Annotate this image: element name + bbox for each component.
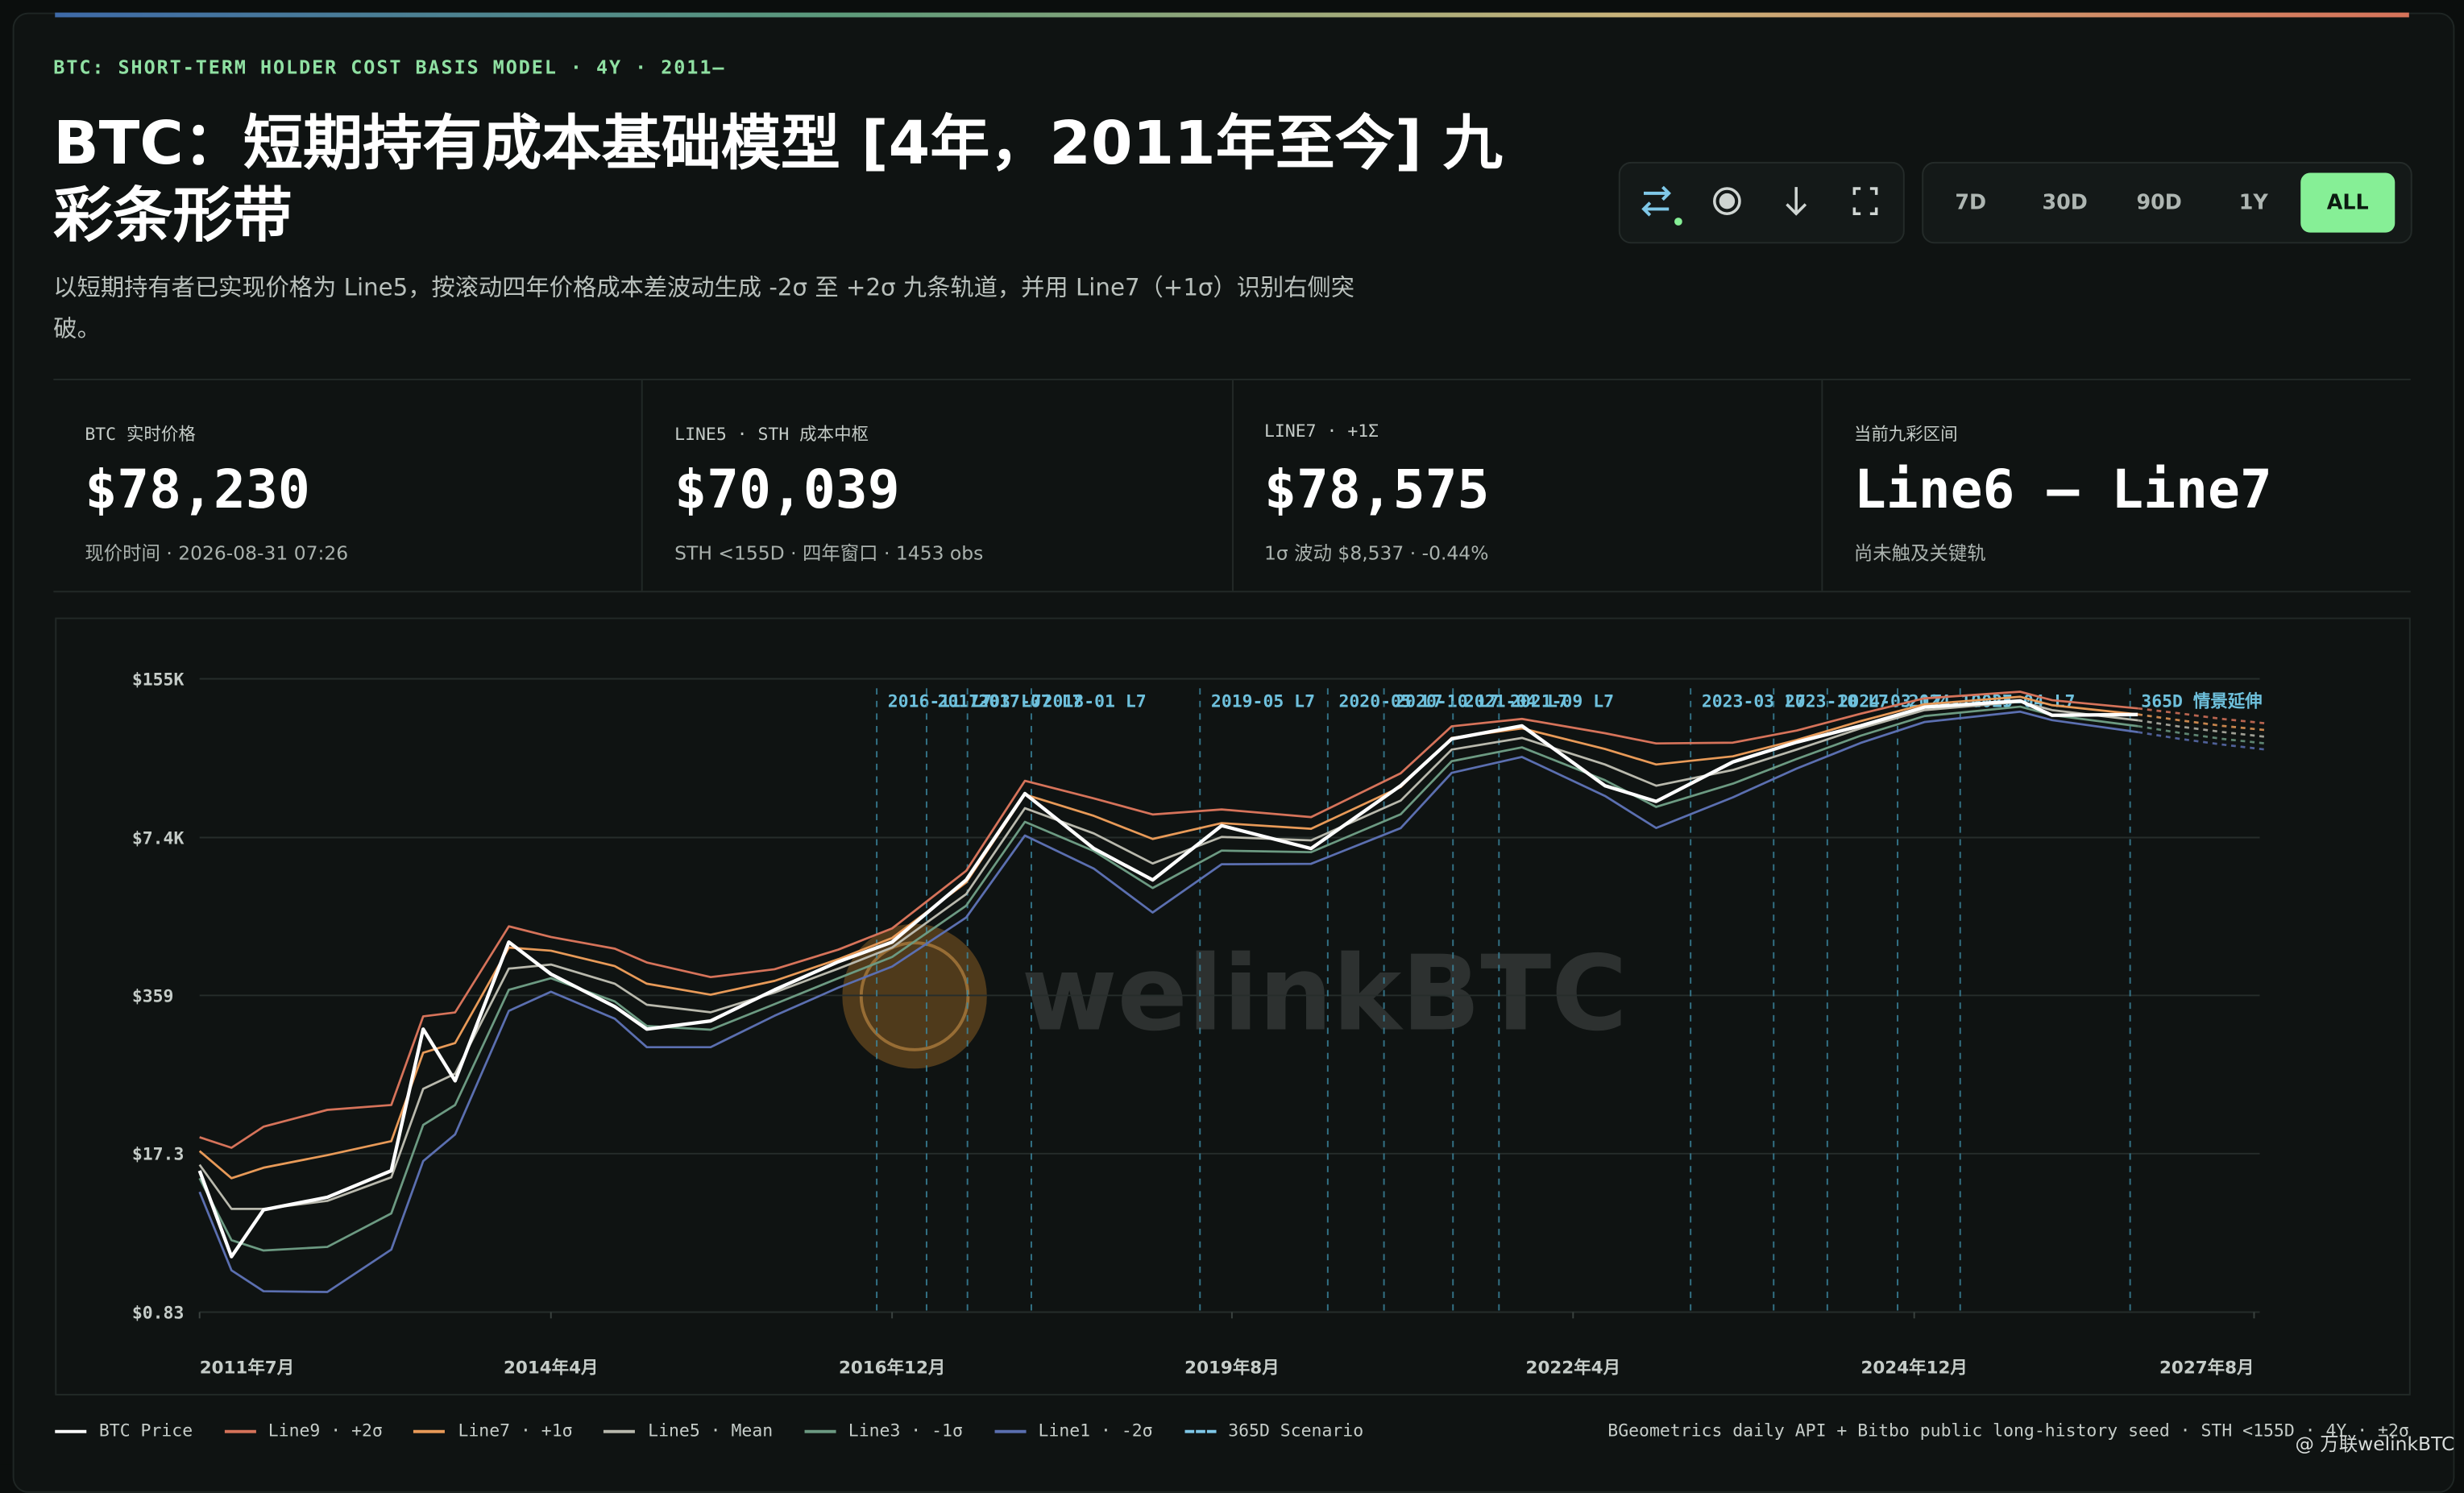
stat-card: 当前九彩区间 Line6 — Line7 尚未触及关键轨: [1820, 379, 2411, 591]
band-line: [198, 700, 2138, 1210]
title: BTC：短期持有成本基础模型 [4年，2011年至今] 九彩条形带: [53, 108, 1503, 251]
scenario-line: [2138, 707, 2266, 725]
legend: BTC Price Line9 · +2σ Line7 · +1σ Line5 · M…: [55, 1420, 1363, 1441]
legend-item: Line5 · Mean: [604, 1420, 774, 1441]
status-dot: [1674, 218, 1682, 226]
record-dot: [1719, 193, 1736, 209]
range-button[interactable]: 30D: [2042, 190, 2088, 215]
stat-label: 当前九彩区间: [1853, 424, 1958, 445]
eyebrow: BTC: SHORT-TERM HOLDER COST BASIS MODEL …: [53, 56, 726, 79]
event-label: 2020-10 L7: [1395, 692, 1499, 712]
legend-label: Line7 · +1σ: [458, 1420, 573, 1441]
legend-label: Line9 · +2σ: [268, 1420, 383, 1441]
legend-item: Line7 · +1σ: [413, 1420, 573, 1441]
stat-sub: 现价时间 · 2026-08-31 07:26: [85, 541, 349, 565]
record-icon[interactable]: [1713, 187, 1741, 215]
stat-card: LINE7 · +1Σ $78,575 1σ 波动 $8,537 · -0.44%: [1231, 379, 1821, 591]
legend-swatch: [604, 1429, 636, 1433]
stat-value: $78,575: [1264, 458, 1490, 522]
legend-item: 365D Scenario: [1184, 1420, 1364, 1441]
range-button[interactable]: 7D: [1955, 190, 1987, 215]
event-label: 365D 情景延伸: [2141, 691, 2262, 712]
stat-value: $70,039: [674, 458, 900, 522]
legend-item: Line9 · +2σ: [224, 1420, 383, 1441]
event-label: 2017-07 L7: [978, 692, 1082, 712]
y-tick-label: $0.83: [132, 1303, 185, 1323]
event-label: 2019-05 L7: [1211, 692, 1315, 712]
stat-value: $78,230: [85, 458, 310, 522]
legend-swatch: [224, 1429, 256, 1433]
stat-sub: 1σ 波动 $8,537 · -0.44%: [1264, 541, 1489, 565]
source-note: BGeometrics daily API + Bitbo public lon…: [1607, 1420, 2409, 1441]
legend-label: Line3 · -1σ: [848, 1420, 963, 1441]
price-line: [197, 699, 2138, 1259]
legend-label: Line1 · -2σ: [1038, 1420, 1153, 1441]
event-label: 2017-03 L7: [938, 692, 1042, 712]
y-tick-label: $359: [132, 986, 174, 1006]
event-label: 2023-10 L7: [1785, 692, 1889, 712]
legend-swatch: [804, 1429, 836, 1433]
x-tick-label: 2014年4月: [504, 1358, 598, 1379]
legend-swatch: [413, 1429, 446, 1433]
chart: welinkBTC $155K $7.4K $359 $17.3 $0.83 2011年7…: [132, 670, 2266, 1379]
stat-card: BTC 实时价格 $78,230 现价时间 · 2026-08-31 07:26: [53, 380, 641, 591]
band-line: [198, 710, 2138, 1293]
event-label: 2020-05 L7: [1338, 692, 1442, 712]
stat-label: BTC 实时价格: [85, 424, 196, 445]
legend-item: Line3 · -1σ: [804, 1420, 963, 1441]
legend-swatch: [1184, 1429, 1216, 1433]
legend-label: 365D Scenario: [1228, 1420, 1364, 1441]
range-selector: 7D 30D 90D 1Y ALL: [1922, 161, 2412, 244]
legend-item: Line1 · -2σ: [993, 1420, 1153, 1441]
range-button[interactable]: 90D: [2136, 190, 2182, 215]
band-line: [199, 691, 2138, 1149]
stat-label: LINE7 · +1Σ: [1264, 421, 1379, 442]
legend-item: BTC Price: [55, 1420, 193, 1441]
y-tick-label: $7.4K: [132, 828, 185, 848]
stat-label: LINE5 · STH 成本中枢: [674, 424, 869, 445]
fullscreen-icon[interactable]: [1852, 187, 1878, 215]
legend-swatch: [993, 1429, 1026, 1433]
y-tick-label: $155K: [132, 670, 185, 690]
x-tick-label: 2011年7月: [200, 1358, 294, 1379]
scenario-line: [2137, 724, 2266, 745]
x-tick-label: 2027年8月: [2159, 1358, 2254, 1379]
stat-value: Line6 — Line7: [1853, 458, 2272, 522]
scenario-line: [2137, 719, 2266, 738]
stat-sub: 尚未触及关键轨: [1853, 541, 1986, 565]
chart-frame: [55, 617, 2411, 1396]
scenario-line: [2137, 731, 2266, 751]
credit: @ 万联welinkBTC: [2295, 1433, 2455, 1455]
stat-card: LINE5 · STH 成本中枢 $70,039 STH <155D · 四年窗口 …: [641, 379, 1231, 591]
legend-label: Line5 · Mean: [648, 1420, 774, 1441]
x-tick-label: 2016年12月: [839, 1358, 945, 1379]
band-line: [198, 705, 2138, 1252]
y-tick-label: $17.3: [132, 1145, 185, 1165]
subtitle: 以短期持有者已实现价格为 Line5，按滚动四年价格成本差波动生成 -2σ 至 …: [53, 273, 1355, 343]
tool-bar: [1618, 161, 1905, 244]
x-tick-label: 2019年8月: [1184, 1358, 1279, 1379]
legend-label: BTC Price: [98, 1420, 193, 1441]
swap-icon[interactable]: [1641, 185, 1671, 217]
stat-row: BTC 实时价格 $78,230 现价时间 · 2026-08-31 07:26 LI…: [53, 379, 2411, 593]
event-label: 2023-03 L7: [1702, 692, 1806, 712]
panel: [12, 12, 2455, 1493]
x-tick-label: 2022年4月: [1526, 1358, 1620, 1379]
tool-icons: [1641, 185, 1878, 226]
legend-swatch: [55, 1429, 87, 1433]
range-button[interactable]: ALL: [2300, 172, 2396, 233]
x-tick-label: 2024年12月: [1860, 1358, 1967, 1379]
event-label: 2021-04 L7: [1464, 692, 1568, 712]
stat-sub: STH <155D · 四年窗口 · 1453 obs: [674, 541, 984, 565]
scenario-line: [2137, 713, 2266, 732]
event-label: 2016-11 L7: [888, 692, 992, 712]
watermark-logo: [842, 923, 987, 1069]
event-label: 2018-01 L7: [1043, 692, 1147, 712]
event-label: 2021-09 L7: [1510, 692, 1614, 712]
download-icon[interactable]: [1786, 187, 1807, 216]
range-button[interactable]: 1Y: [2238, 190, 2268, 215]
watermark: welinkBTC: [1022, 934, 1628, 1054]
accent-bar: [55, 12, 2409, 18]
